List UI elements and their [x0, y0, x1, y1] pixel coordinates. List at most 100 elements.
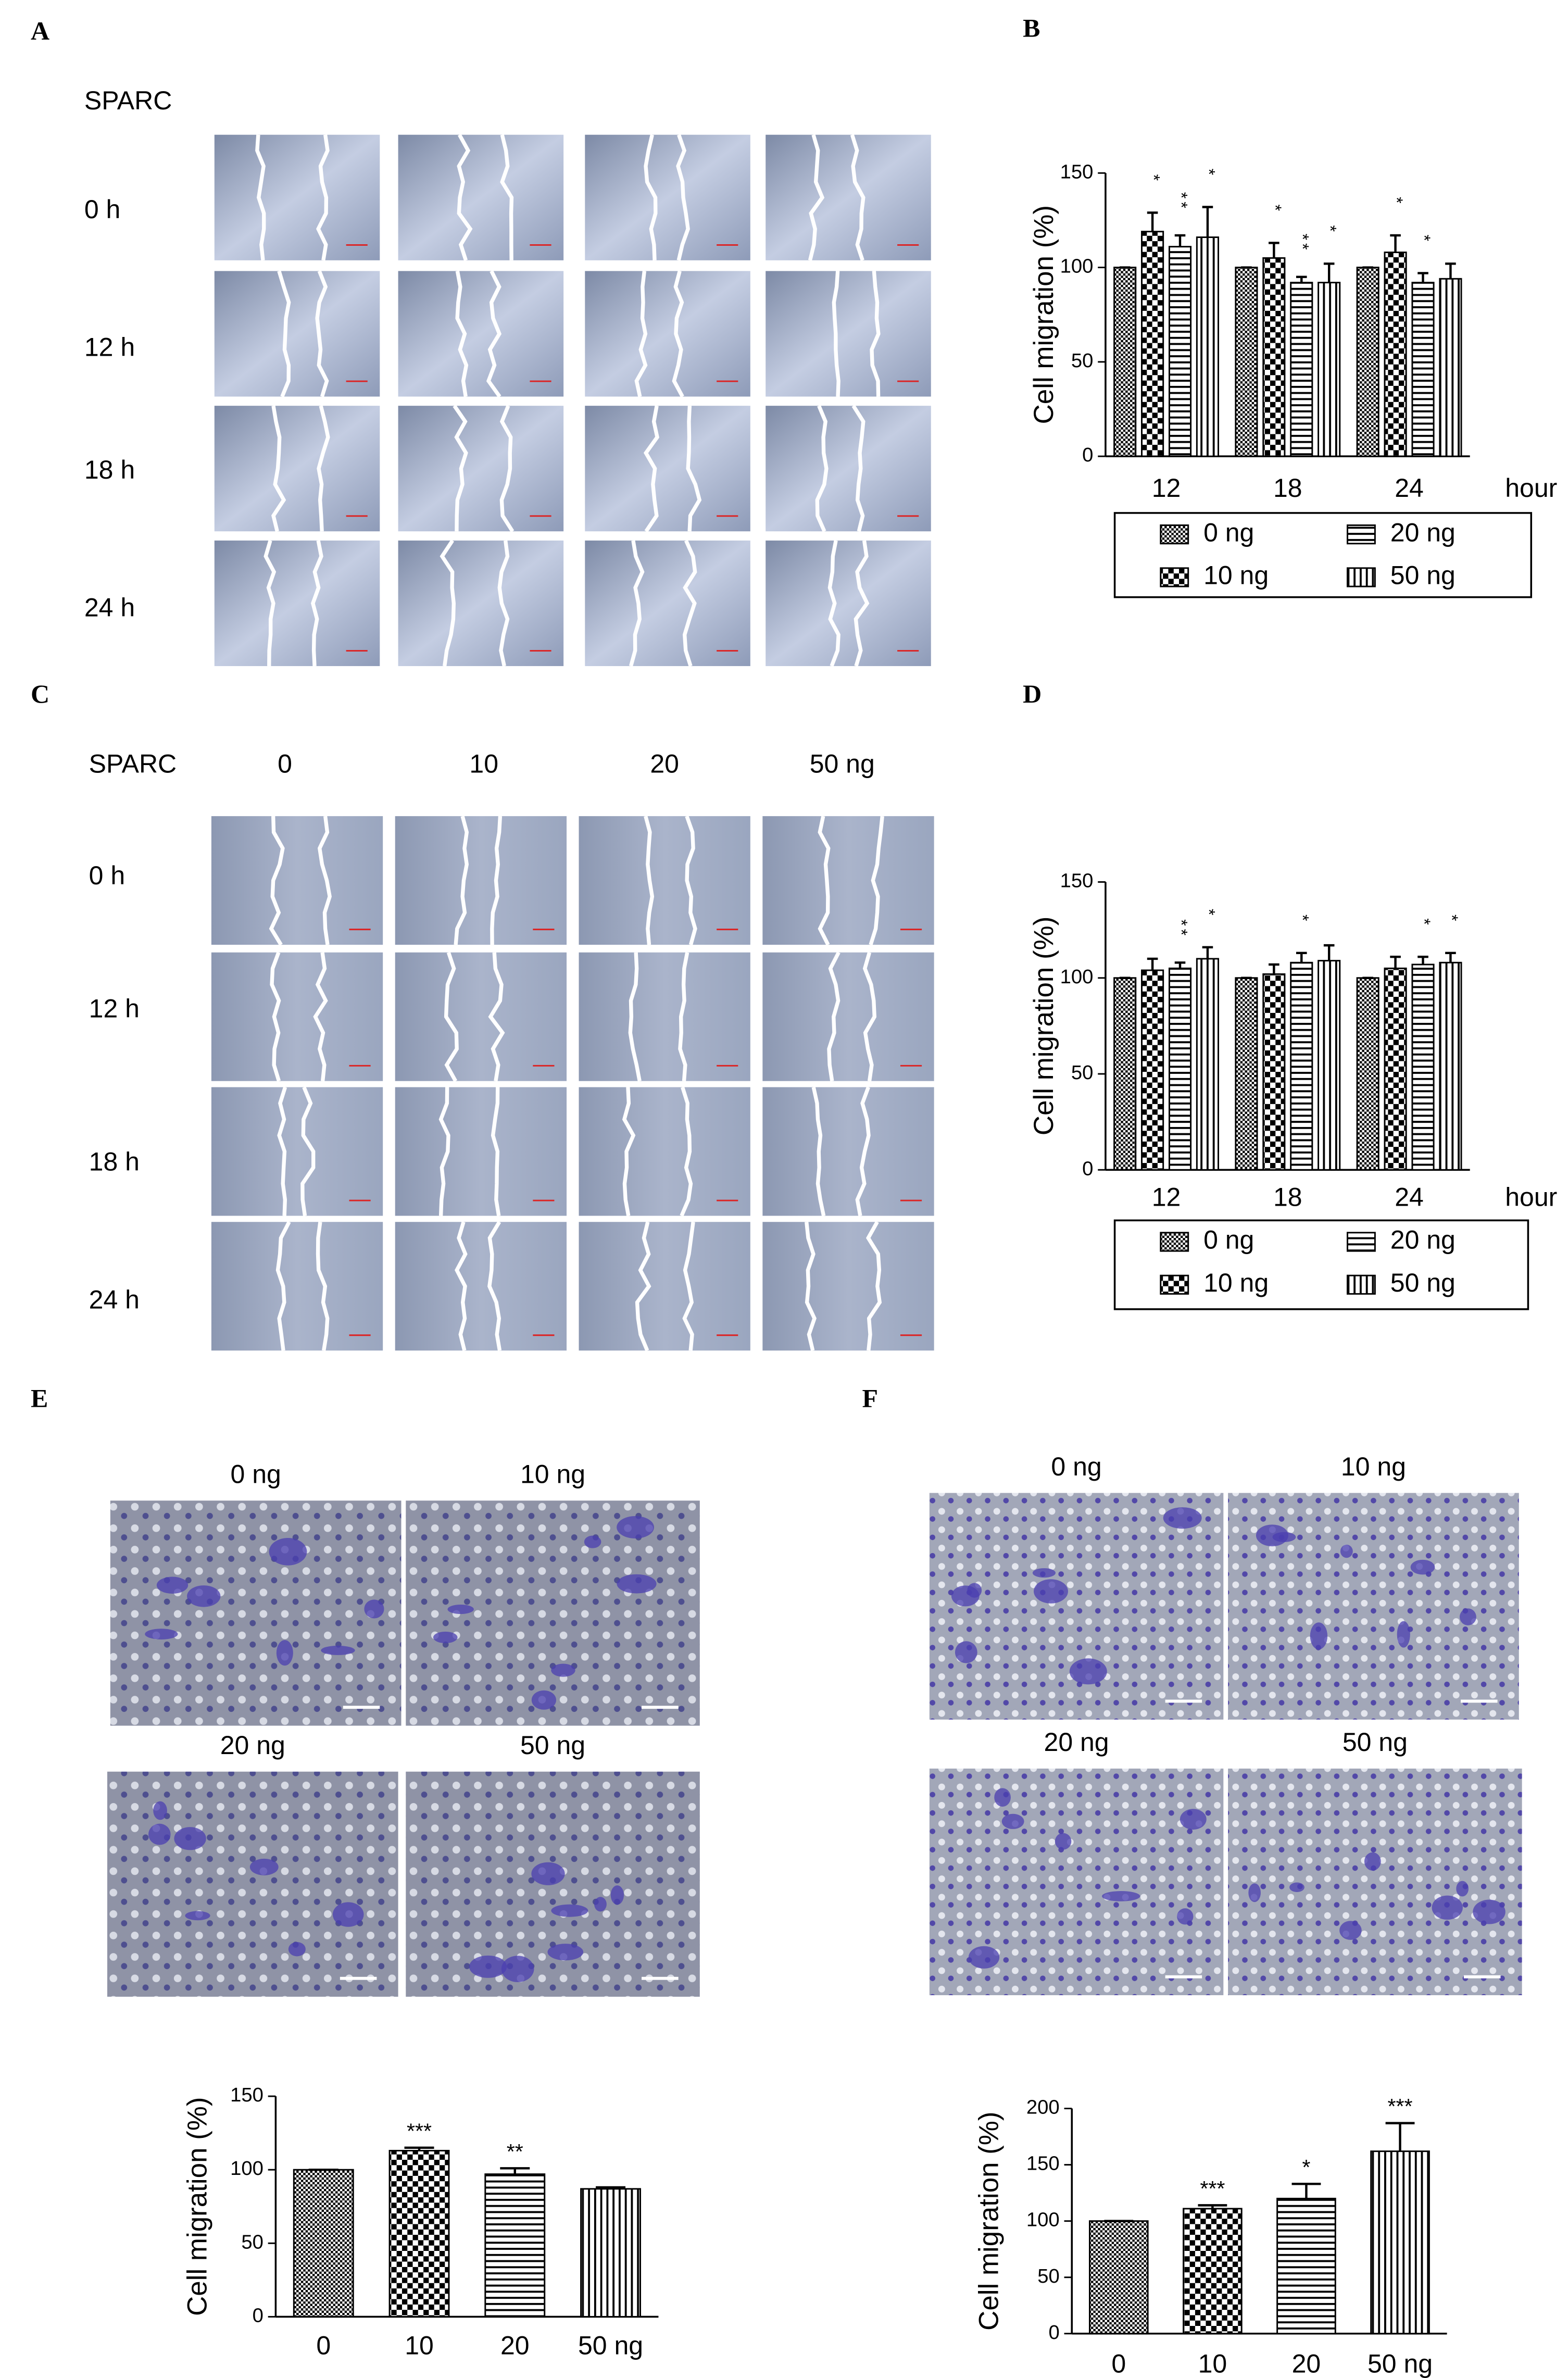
wound-edge: [850, 134, 865, 261]
micrograph: [762, 952, 934, 1081]
panel-letter: C: [31, 679, 49, 708]
wound-edge: [271, 405, 286, 532]
y-axis-label: Cell migration (%): [1028, 205, 1059, 424]
y-tick-label: 0: [1082, 1157, 1093, 1180]
wound-edge: [277, 1086, 287, 1216]
micrograph: [766, 406, 931, 532]
wound-edge: [264, 540, 277, 666]
wound-edge: [270, 952, 281, 1082]
error-bar: [1174, 234, 1186, 247]
micrograph: [398, 134, 564, 260]
error-bar: [1390, 956, 1401, 969]
stained-cell: [1459, 1608, 1476, 1625]
bar: [1290, 282, 1313, 457]
image-label: 20 ng: [220, 1731, 285, 1760]
stained-cell: [187, 1585, 221, 1607]
stained-cell: [531, 1862, 565, 1885]
row-label: 0 h: [84, 195, 120, 224]
bar: [1168, 246, 1192, 457]
wound-edge: [490, 816, 503, 945]
wound-edge: [269, 816, 285, 946]
stained-cell: [1339, 1921, 1362, 1940]
legend-label: 20 ng: [1390, 1225, 1456, 1255]
stained-cell: [447, 1604, 474, 1614]
y-tick-label: 100: [1060, 966, 1094, 988]
legend-swatch: [1346, 1274, 1376, 1295]
wound-edge: [682, 1221, 695, 1351]
x-axis-label: hour: [1505, 1182, 1557, 1211]
bar: [1168, 967, 1192, 1171]
stained-cell: [433, 1631, 458, 1644]
wound-edge: [316, 1221, 330, 1351]
micrograph: [211, 1087, 383, 1216]
stained-cell: [1289, 1882, 1304, 1893]
micrograph: [766, 271, 931, 397]
bar: [1384, 252, 1407, 457]
stained-cell: [185, 1911, 210, 1921]
y-tick-label: 50: [1071, 1061, 1094, 1084]
stained-cell: [1055, 1833, 1072, 1850]
y-tick-label: 100: [230, 2157, 264, 2180]
error-bar: [1323, 262, 1335, 283]
significance-label: ***: [1200, 2176, 1225, 2200]
wound-edge: [686, 405, 702, 532]
micrograph: [585, 540, 750, 666]
column-label: 0: [278, 749, 292, 778]
stained-cell: [1432, 1895, 1463, 1920]
stained-cell: [153, 1801, 167, 1820]
micrograph: [110, 1500, 402, 1726]
bar: [1276, 2197, 1336, 2335]
legend-label: 0 ng: [1203, 1225, 1254, 1255]
micrograph: [398, 271, 564, 397]
stained-cell: [1456, 1881, 1469, 1897]
error-bar: [596, 2186, 626, 2189]
significance-label: *: [1321, 225, 1340, 234]
stained-cell: [1032, 1568, 1056, 1578]
legend-label: 50 ng: [1390, 1268, 1456, 1297]
bar: [1290, 961, 1313, 1171]
y-tick-label: 150: [1060, 870, 1094, 892]
legend-label: 50 ng: [1390, 561, 1456, 590]
wound-edge: [870, 271, 881, 397]
wound-edge: [862, 952, 876, 1082]
significance-label: *: [1415, 918, 1434, 928]
significance-label: ***: [1387, 2094, 1412, 2118]
stained-cell: [1340, 1544, 1353, 1558]
wound-edge: [629, 540, 645, 667]
wound-edge: [500, 134, 514, 260]
treatment-label: SPARC: [84, 86, 172, 115]
micrograph: [1228, 1768, 1522, 1995]
micrograph: [762, 1087, 934, 1216]
bar: [1411, 282, 1435, 457]
significance-label: *: [1266, 204, 1285, 214]
micrograph: [211, 952, 383, 1081]
x-axis-label: hour: [1505, 473, 1557, 503]
bar: [1439, 961, 1462, 1171]
stained-cell: [994, 1788, 1011, 1807]
legend-swatch: [1160, 1274, 1189, 1295]
wound-edge: [672, 270, 684, 398]
wound-edge: [491, 1087, 501, 1217]
significance-label: **: [1294, 234, 1312, 253]
significance-label: *: [1387, 197, 1406, 206]
y-tick-label: 150: [230, 2084, 264, 2106]
error-bar: [1147, 957, 1158, 971]
significance-label: *: [1442, 915, 1461, 924]
significance-label: *: [1199, 169, 1218, 178]
x-tick-label: 24: [1395, 1182, 1424, 1211]
panel-letter: E: [31, 1384, 48, 1413]
stained-cell: [1163, 1507, 1202, 1529]
wound-edge: [499, 405, 515, 533]
wound-edge: [275, 1221, 291, 1351]
y-tick-label: 0: [1082, 444, 1093, 466]
y-tick-label: 0: [1048, 2321, 1059, 2344]
significance-label: ***: [407, 2119, 432, 2143]
bar: [484, 2173, 546, 2318]
panel-letter: F: [862, 1384, 878, 1413]
stained-cell: [174, 1827, 206, 1850]
significance-label: **: [1172, 919, 1190, 938]
wound-edge: [808, 134, 825, 261]
wound-edge: [676, 134, 690, 261]
significance-label: **: [507, 2139, 523, 2163]
stained-cell: [584, 1535, 601, 1548]
